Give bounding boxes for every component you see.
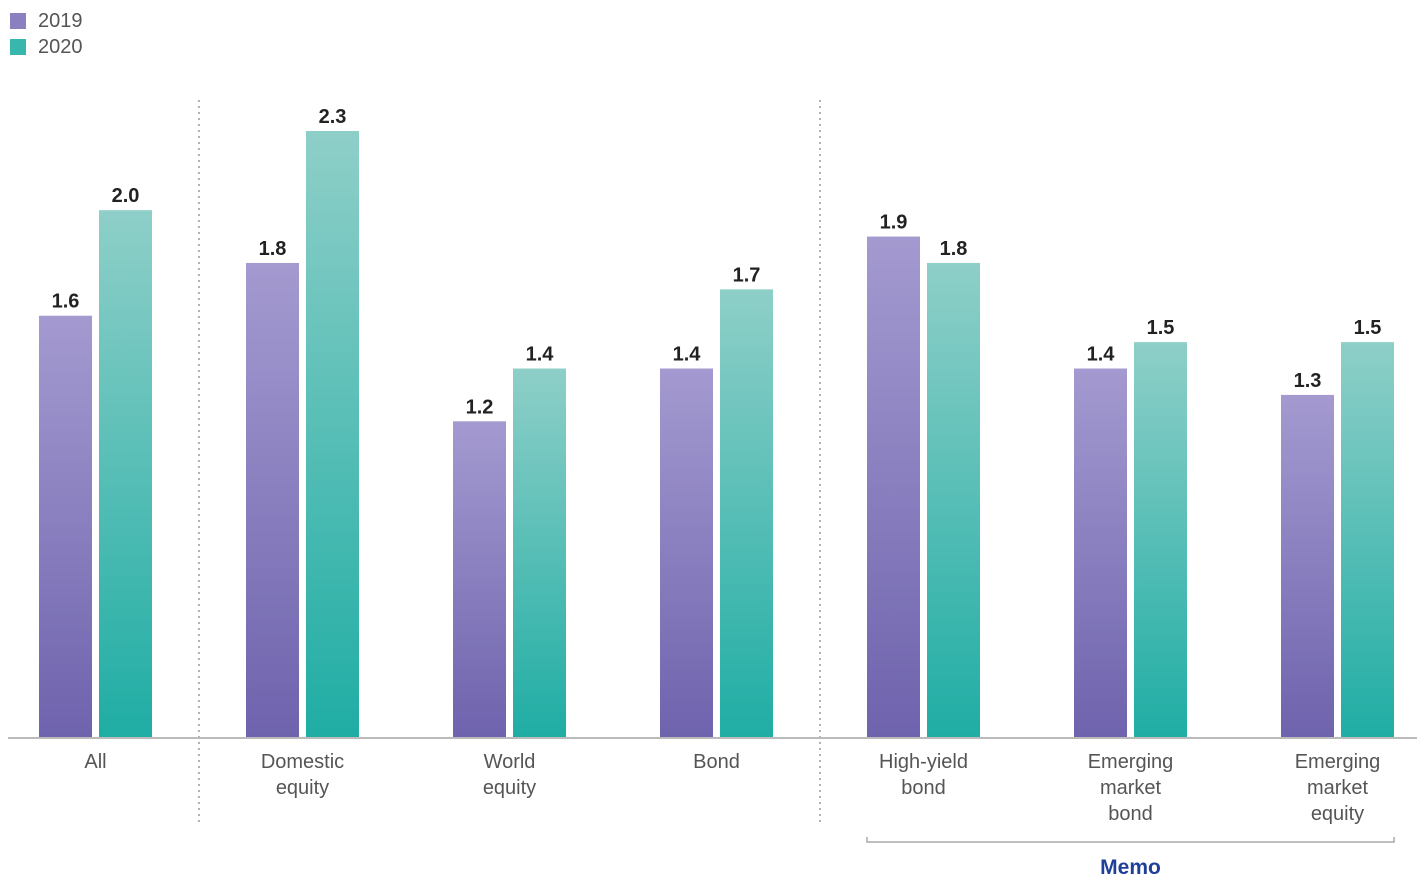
memo-label: Memo <box>1100 856 1161 877</box>
legend-item-2020: 2020 <box>10 34 83 60</box>
x-tick-label-1: Domestic equity <box>261 751 344 799</box>
x-tick-labels: All Domestic equity World equity Bond High-yie… <box>84 751 1380 825</box>
bar-2019-4 <box>867 236 920 738</box>
bars <box>39 131 1394 738</box>
bar-2020-1 <box>306 131 359 738</box>
x-tick-label-4: High-yield bond <box>879 751 968 799</box>
value-label-2020-2: 1.4 <box>526 344 555 366</box>
legend-swatch-2020 <box>10 39 26 55</box>
value-label-2020-6: 1.5 <box>1354 317 1382 339</box>
bar-2020-0 <box>99 210 152 738</box>
bar-2020-3 <box>720 289 773 738</box>
bar-2019-6 <box>1281 394 1334 738</box>
legend: 2019 2020 <box>10 8 83 60</box>
bar-2020-2 <box>513 368 566 738</box>
bar-2019-0 <box>39 315 92 738</box>
x-tick-label-3: Bond <box>693 751 740 773</box>
bar-2019-2 <box>453 421 506 738</box>
legend-item-2019: 2019 <box>10 8 83 34</box>
bar-2020-5 <box>1134 342 1187 738</box>
value-label-2019-1: 1.8 <box>259 238 287 260</box>
value-label-2019-0: 1.6 <box>52 291 80 313</box>
legend-swatch-2019 <box>10 13 26 29</box>
x-tick-label-6: Emerging market equity <box>1295 751 1381 825</box>
value-label-2020-3: 1.7 <box>733 264 761 286</box>
group-separators <box>198 100 821 822</box>
value-labels: 1.6 2.0 1.8 2.3 1.2 1.4 1.4 1.7 1.9 1.8 1.4 1.5 1.3 1… <box>52 106 1382 418</box>
x-tick-label-5: Emerging market bond <box>1088 751 1174 825</box>
x-tick-label-0: All <box>84 751 106 773</box>
bar-2019-5 <box>1074 368 1127 738</box>
value-label-2019-3: 1.4 <box>673 344 702 366</box>
value-label-2019-5: 1.4 <box>1087 344 1116 366</box>
memo-bracket: Memo <box>866 837 1395 877</box>
x-tick-label-2: World equity <box>483 751 536 799</box>
value-label-2020-1: 2.3 <box>319 106 347 128</box>
bar-2019-3 <box>660 368 713 738</box>
value-label-2019-4: 1.9 <box>880 212 908 234</box>
value-label-2019-2: 1.2 <box>466 396 494 418</box>
bar-2019-1 <box>246 262 299 738</box>
value-label-2019-6: 1.3 <box>1294 370 1322 392</box>
value-label-2020-5: 1.5 <box>1147 317 1175 339</box>
value-label-2020-4: 1.8 <box>940 238 968 260</box>
bar-2020-4 <box>927 262 980 738</box>
legend-label-2019: 2019 <box>38 9 83 32</box>
memo-bracket-line <box>866 837 1395 843</box>
legend-label-2020: 2020 <box>38 35 83 58</box>
value-label-2020-0: 2.0 <box>112 185 140 207</box>
bar-2020-6 <box>1341 342 1394 738</box>
